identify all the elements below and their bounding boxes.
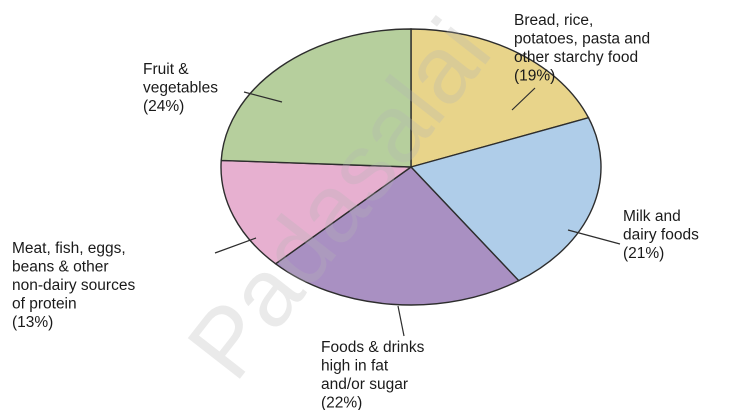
leader-lines <box>214 87 621 337</box>
pie-slice-2 <box>274 166 520 306</box>
slice-label-line: of protein <box>12 296 77 313</box>
slice-label-4: Fruit & vegetables (24%) <box>143 61 218 115</box>
slice-label-line: Milk and <box>623 208 681 225</box>
slice-label-line: (21%) <box>623 245 664 262</box>
slice-label-line: (13%) <box>12 314 53 331</box>
slice-label-3: Meat, fish, eggs, beans & other non-dairy … <box>12 240 135 331</box>
slice-label-line: Fruit & <box>143 61 189 78</box>
leader-line-2 <box>397 305 405 337</box>
slice-label-line: Foods & drinks <box>321 339 425 356</box>
leader-line-4 <box>243 91 283 103</box>
slice-label-line: Meat, fish, eggs, <box>12 240 126 257</box>
slice-labels: Bread, rice, potatoes, pasta and other sta… <box>12 12 699 410</box>
leader-line-0 <box>511 87 536 111</box>
slice-label-0: Bread, rice, potatoes, pasta and other sta… <box>514 12 650 85</box>
slice-label-line: (19%) <box>514 68 555 85</box>
slice-label-line: (22%) <box>321 395 362 410</box>
slice-label-line: potatoes, pasta and <box>514 31 650 48</box>
slice-label-line: Bread, rice, <box>514 12 593 29</box>
pie-slice-1 <box>409 116 602 282</box>
slice-label-line: dairy foods <box>623 227 699 244</box>
slice-label-line: vegetables <box>143 80 218 97</box>
pie-slice-3 <box>220 159 414 265</box>
slice-label-1: Milk and dairy foods (21%) <box>623 208 699 262</box>
leader-line-3 <box>214 237 257 254</box>
pie-slice-0 <box>410 28 590 168</box>
slice-label-line: beans & other <box>12 259 109 276</box>
slice-label-line: (24%) <box>143 98 184 115</box>
slice-label-line: high in fat <box>321 358 389 375</box>
slice-label-2: Foods & drinks high in fat and/or sugar (22… <box>321 339 425 410</box>
pie-slice-4 <box>220 28 412 168</box>
slice-label-line: and/or sugar <box>321 376 408 393</box>
leader-line-1 <box>567 229 621 245</box>
slice-label-line: non-dairy sources <box>12 277 135 294</box>
pie-slices <box>220 28 602 306</box>
slice-label-line: other starchy food <box>514 49 638 66</box>
